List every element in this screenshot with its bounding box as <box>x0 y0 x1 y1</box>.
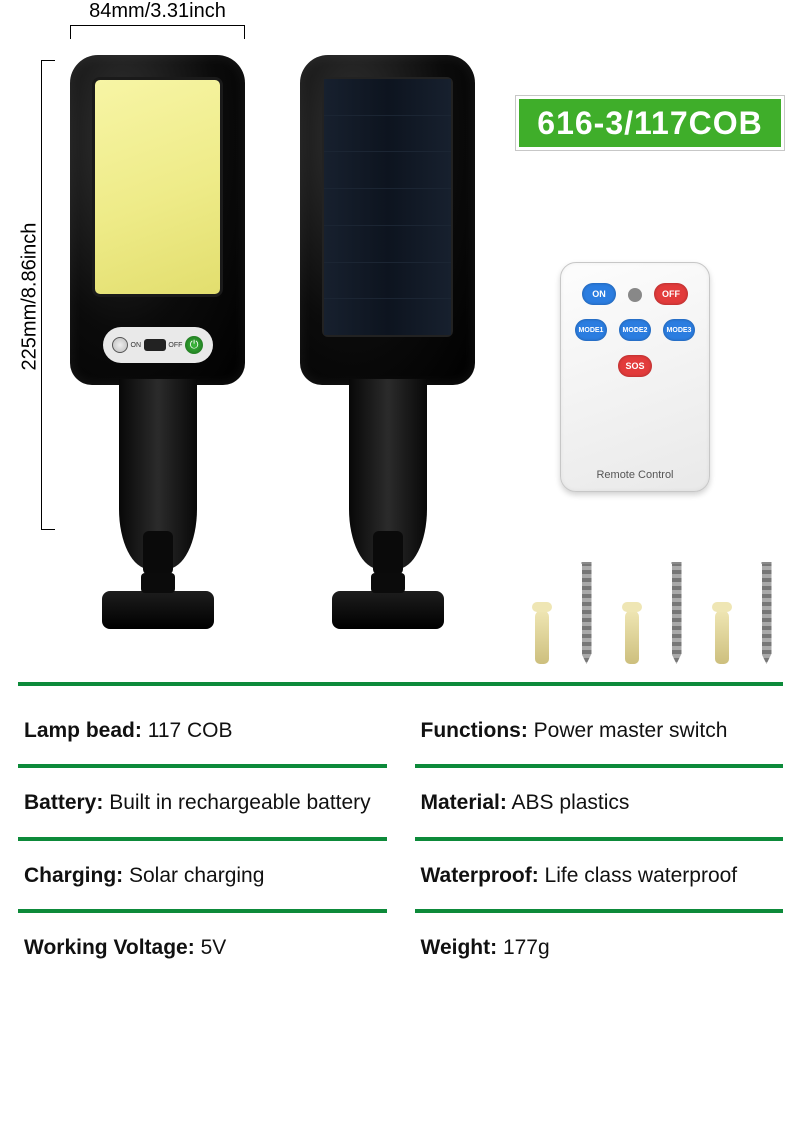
spec-value: ABS plastics <box>507 791 630 814</box>
pir-sensor-icon <box>112 337 128 353</box>
mount-base-front <box>102 591 214 629</box>
mount-base-back <box>332 591 444 629</box>
on-off-switch-icon <box>144 339 166 351</box>
spec-cell: Charging: Solar charging <box>18 841 387 913</box>
wall-anchor-icon <box>535 610 549 664</box>
spec-label: Battery: <box>24 791 103 814</box>
control-pod: ON OFF ⏻ <box>103 327 213 363</box>
model-badge: 616-3/117COB <box>516 96 784 150</box>
spec-value: Power master switch <box>528 719 728 742</box>
lamp-head-back <box>300 55 475 385</box>
spec-label: Working Voltage: <box>24 936 195 959</box>
power-button-icon: ⏻ <box>185 336 203 354</box>
remote-on-button: ON <box>582 283 616 305</box>
spec-value: Solar charging <box>123 864 264 887</box>
spec-value: 117 COB <box>142 719 233 742</box>
spec-cell: Functions: Power master switch <box>415 696 784 768</box>
spec-label: Waterproof: <box>421 864 539 887</box>
spec-cell: Battery: Built in rechargeable battery <box>18 768 387 840</box>
screw-icon <box>762 562 772 664</box>
width-dimension-label: 84mm/3.31inch <box>70 0 245 25</box>
spec-value: Life class waterproof <box>539 864 737 887</box>
remote-label: Remote Control <box>596 469 673 481</box>
hardware-accessories <box>518 544 788 664</box>
spec-value: 5V <box>195 936 227 959</box>
lamp-head-front: ON OFF ⏻ <box>70 55 245 385</box>
section-divider <box>18 682 783 686</box>
spec-cell: Material: ABS plastics <box>415 768 784 840</box>
product-front-view: ON OFF ⏻ <box>60 55 255 629</box>
remote-sos-button: SOS <box>618 355 652 377</box>
spec-cell: Working Voltage: 5V <box>18 913 387 981</box>
switch-off-label: OFF <box>168 342 182 349</box>
led-panel <box>92 77 223 297</box>
spec-value: Built in rechargeable battery <box>103 791 370 814</box>
remote-off-button: OFF <box>654 283 688 305</box>
spec-cell: Weight: 177g <box>415 913 784 981</box>
remote-mode1-button: MODE1 <box>575 319 607 341</box>
solar-panel <box>322 77 453 337</box>
switch-on-label: ON <box>131 342 142 349</box>
spec-value: 177g <box>497 936 550 959</box>
spec-label: Material: <box>421 791 507 814</box>
wall-anchor-icon <box>625 610 639 664</box>
spec-label: Weight: <box>421 936 498 959</box>
screw-icon <box>672 562 682 664</box>
spec-table: Lamp bead: 117 COB Functions: Power maste… <box>18 696 783 981</box>
width-dimension-bracket <box>70 25 245 39</box>
spec-cell: Waterproof: Life class waterproof <box>415 841 784 913</box>
product-back-view <box>290 55 485 629</box>
spec-label: Functions: <box>421 719 528 742</box>
height-dimension: 225mm/8.86inch <box>15 60 55 530</box>
lamp-neck-front <box>119 379 197 569</box>
spec-cell: Lamp bead: 117 COB <box>18 696 387 768</box>
remote-mode2-button: MODE2 <box>619 319 651 341</box>
wall-anchor-icon <box>715 610 729 664</box>
remote-control: ON OFF MODE1 MODE2 MODE3 SOS Remote Cont… <box>560 262 710 492</box>
width-dimension: 84mm/3.31inch <box>70 0 245 39</box>
screw-icon <box>582 562 592 664</box>
spec-label: Lamp bead: <box>24 719 142 742</box>
height-dimension-bracket <box>41 60 55 530</box>
spec-label: Charging: <box>24 864 123 887</box>
remote-ir-icon <box>628 288 642 302</box>
lamp-neck-back <box>349 379 427 569</box>
height-dimension-label: 225mm/8.86inch <box>19 197 42 397</box>
remote-mode3-button: MODE3 <box>663 319 695 341</box>
